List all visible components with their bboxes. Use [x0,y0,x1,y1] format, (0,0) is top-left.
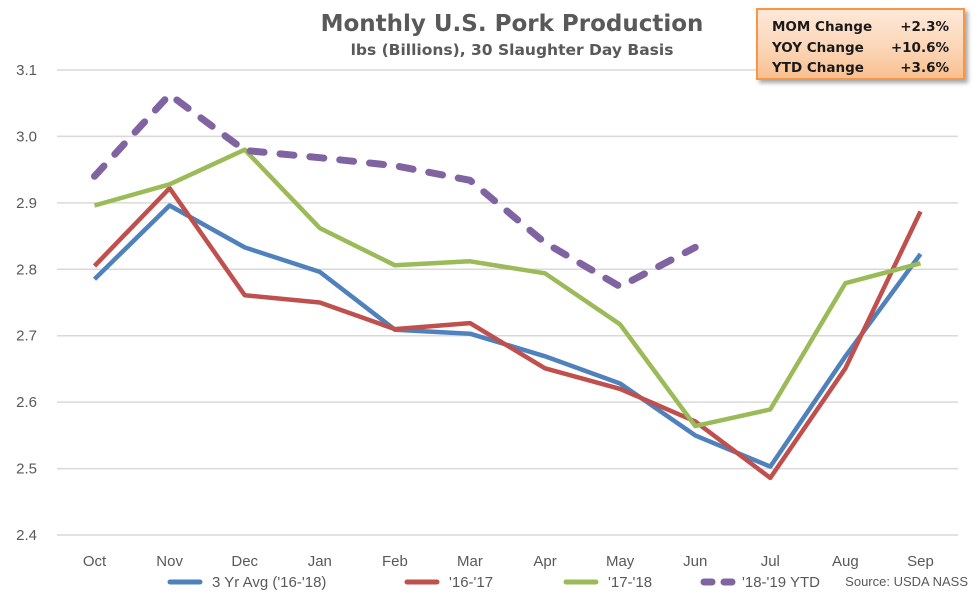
x-tick-label: Jul [761,553,780,570]
series-line-1 [92,185,923,481]
x-tick-label: May [606,553,635,570]
x-tick-label: Dec [231,553,258,570]
chart-subtitle: lbs (Billions), 30 Slaughter Day Basis [351,41,674,59]
stats-value: +3.6% [900,60,949,76]
x-tick-label: Aug [832,553,859,570]
y-tick-label: 2.9 [16,195,37,212]
legend-item: '16-'17 [404,574,493,591]
y-tick-label: 2.6 [16,394,37,411]
chart-title: Monthly U.S. Pork Production [321,11,704,37]
gridlines [57,69,958,536]
stats-value: +10.6% [890,39,949,56]
stats-row-mom: MOM Change +2.3% [772,17,949,38]
legend-item: '17-'18 [563,574,652,591]
y-tick-label: 2.5 [16,461,37,478]
x-tick-label: Jan [308,553,332,570]
legend-item: 3 Yr Avg ('16-'18) [167,574,326,591]
y-axis-tick-labels: 2.4 2.5 2.6 2.7 2.8 2.9 3.0 3.1 [16,62,37,544]
legend: 3 Yr Avg ('16-'18) '16-'17 '17-'18 '18-'19 … [167,574,820,591]
legend-label: '16-'17 [449,574,493,591]
legend-label: '18-'19 YTD [742,574,820,591]
y-tick-label: 3.0 [16,128,37,145]
legend-label: '17-'18 [608,574,652,591]
x-tick-label: Nov [156,553,183,570]
source-note: Source: USDA NASS [845,574,968,589]
legend-label: 3 Yr Avg ('16-'18) [212,574,326,591]
x-tick-label: Feb [382,553,408,570]
y-tick-label: 3.1 [16,62,37,79]
stats-label: YOY Change [772,39,864,56]
y-tick-label: 2.4 [16,527,37,544]
stats-row-yoy: YOY Change +10.6% [772,38,949,59]
x-tick-label: Jun [683,553,707,570]
x-tick-label: Oct [83,553,107,570]
change-summary-box: MOM Change +2.3% YOY Change +10.6% YTD C… [756,8,965,80]
stats-value: +2.3% [900,19,949,35]
x-tick-label: Mar [457,553,483,570]
stats-label: YTD Change [772,60,864,76]
x-tick-label: Apr [533,553,556,570]
stats-row-ytd: YTD Change +3.6% [772,58,949,79]
series-lines [91,91,923,481]
legend-item: '18-'19 YTD [700,574,820,591]
x-tick-label: Sep [907,553,934,570]
series-line-3 [91,91,699,291]
stats-label: MOM Change [772,19,873,35]
x-axis-tick-labels: Oct Nov Dec Jan Feb Mar Apr May Jun Jul Aug Sep [83,553,934,570]
y-tick-label: 2.7 [16,328,37,345]
series-line-2 [93,147,922,429]
y-tick-label: 2.8 [16,261,37,278]
